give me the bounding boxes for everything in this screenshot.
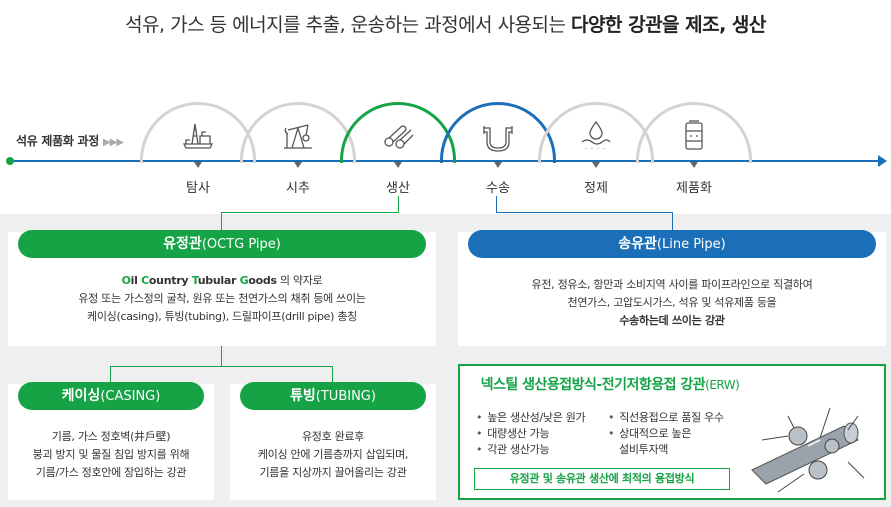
linepipe-description-line: 유전, 정유소, 항만과 소비지역 사이를 파이프라인으로 직결하여 xyxy=(531,278,813,291)
octg-description-line: 케이싱(casing), 튜빙(tubing), 드릴파이프(drill pip… xyxy=(87,310,357,323)
casing-description-line: 기름/가스 정호안에 장입하는 강관 xyxy=(35,466,187,479)
stage-productization: 제품화 xyxy=(636,102,752,218)
connector-line xyxy=(221,212,222,230)
connector-line xyxy=(496,212,672,213)
stage-drilling: 시추 xyxy=(240,102,356,218)
octg-title-pill: 유정관(OCTG Pipe) xyxy=(18,230,426,258)
process-arrow-icon xyxy=(878,155,887,167)
barrel-icon xyxy=(685,120,703,150)
pipeline-icon xyxy=(483,126,513,152)
stage-name: 탐사 xyxy=(186,181,210,196)
tubing-title-pill: 튜빙(TUBING) xyxy=(240,382,426,410)
stage-name: 정제 xyxy=(584,181,608,196)
connector-line xyxy=(110,366,332,367)
stage-pointer-icon xyxy=(394,162,402,168)
octg-description-line: 유정 또는 가스정의 굴착, 원유 또는 천연가스의 채취 등에 쓰이는 xyxy=(78,292,366,305)
tubing-description-line: 케이싱 안에 기름층까지 삽입되며, xyxy=(257,448,409,461)
bullet-item: 직선용접으로 품질 우수 xyxy=(608,410,724,426)
process-label-text: 석유 제품화 과정 xyxy=(16,134,99,148)
linepipe-title-pill: 송유관(Line Pipe) xyxy=(468,230,876,258)
drilling-rig-icon xyxy=(182,123,214,149)
tubing-description-line: 유정호 완료후 xyxy=(301,430,365,443)
casing-description-line: 붕괴 방지 및 물질 침입 방지를 위해 xyxy=(32,448,190,461)
erw-right-bullets: 직선용접으로 품질 우수 상대적으로 높은 설비투자액 xyxy=(608,410,724,458)
process-start-dot xyxy=(6,157,14,165)
connector-line xyxy=(496,196,497,212)
process-label: 석유 제품화 과정 ▶▶▶ xyxy=(16,132,124,149)
connector-line xyxy=(221,212,399,213)
connector-line xyxy=(332,366,333,382)
refining-drop-icon xyxy=(581,120,611,149)
stage-pointer-icon xyxy=(194,162,202,168)
tubing-description-line: 기름을 지상까지 끌어올리는 강관 xyxy=(259,466,407,479)
casing-description-line: 기름, 가스 정호벽(井戶壁) xyxy=(51,430,171,443)
stage-name: 시추 xyxy=(286,181,310,196)
stage-pointer-icon xyxy=(592,162,600,168)
bullet-item: 상대적으로 높은 xyxy=(608,426,724,442)
pumpjack-icon xyxy=(284,124,312,149)
stage-name: 제품화 xyxy=(676,181,712,196)
bullet-item: 각관 생산가능 xyxy=(476,442,585,458)
stage-pointer-icon xyxy=(494,162,502,168)
bullet-item-continued: 설비투자액 xyxy=(619,443,669,456)
pipes-icon xyxy=(384,125,414,149)
linepipe-description-line: 천연가스, 고압도시가스, 석유 및 석유제품 등을 xyxy=(567,296,777,309)
erw-box: 넥스틸 생산용접방식-전기저항용접 강관(ERW) 높은 생산성/낮은 원가 대… xyxy=(458,364,886,500)
chevron-icons: ▶▶▶ xyxy=(102,137,124,148)
stage-pointer-icon xyxy=(690,162,698,168)
erw-left-bullets: 높은 생산성/낮은 원가 대량생산 가능 각관 생산가능 xyxy=(476,410,585,458)
headline-text: 석유, 가스 등 에너지를 추출, 운송하는 과정에서 사용되는 xyxy=(125,14,572,36)
connector-line xyxy=(398,196,399,212)
headline: 석유, 가스 등 에너지를 추출, 운송하는 과정에서 사용되는 다양한 강관을… xyxy=(0,10,891,37)
stage-exploration: 탐사 xyxy=(140,102,256,218)
connector-line xyxy=(672,212,673,230)
connector-line xyxy=(221,346,222,366)
erw-welding-diagram-icon xyxy=(751,407,865,493)
headline-emphasis: 다양한 강관을 제조, 생산 xyxy=(571,14,766,36)
erw-title: 넥스틸 생산용접방식-전기저항용접 강관(ERW) xyxy=(480,377,740,393)
casing-title-pill: 케이싱(CASING) xyxy=(18,382,204,410)
stage-name: 수송 xyxy=(486,181,510,196)
stage-name: 생산 xyxy=(386,181,410,196)
bullet-item: 높은 생산성/낮은 원가 xyxy=(476,410,585,426)
stage-pointer-icon xyxy=(294,162,302,168)
linepipe-description-line: 수송하는데 쓰이는 강관 xyxy=(619,314,725,327)
stage-production: 생산 xyxy=(340,102,456,218)
octg-definition: Oil Country Tubular Goods 의 약자로 xyxy=(121,274,323,287)
connector-line xyxy=(110,366,111,382)
bullet-item: 대량생산 가능 xyxy=(476,426,585,442)
erw-footer: 유정관 및 송유관 생산에 최적의 용접방식 xyxy=(474,468,730,490)
